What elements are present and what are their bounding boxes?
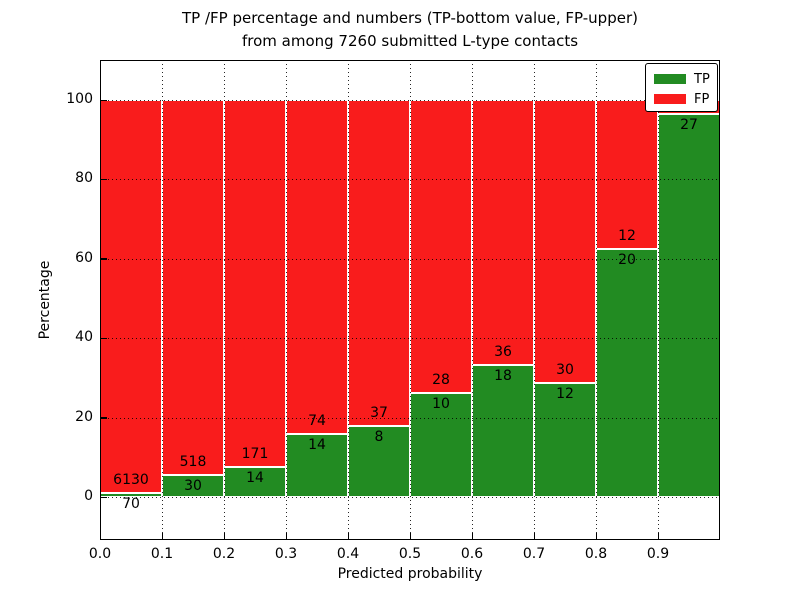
x-axis-tick: [161, 533, 163, 540]
y-tick-label: 0: [84, 488, 93, 504]
x-axis-tick: [595, 533, 597, 540]
fp-count-label: 518: [179, 454, 207, 471]
fp-count-label: 6130: [113, 471, 149, 488]
x-tick-label: 0.1: [150, 546, 174, 562]
grid-line-v: [348, 60, 349, 540]
x-tick-label: 0.3: [274, 546, 298, 562]
tp-count-label: 18: [494, 367, 512, 384]
tp-count-label: 14: [308, 436, 326, 453]
fp-bar-segment: [162, 100, 224, 476]
fp-count-label: 37: [370, 405, 388, 422]
x-axis-tick: [99, 533, 101, 540]
tp-count-label: 8: [374, 429, 384, 446]
fp-bar-segment: [348, 100, 410, 427]
tp-bar-segment: [596, 248, 658, 497]
fp-bar-segment: [596, 100, 658, 249]
x-axis-tick: [223, 533, 225, 540]
x-axis-tick: [533, 533, 535, 540]
tp-count-label: 70: [122, 495, 140, 512]
chart-title-line1: TP /FP percentage and numbers (TP-bottom…: [182, 9, 638, 27]
fp-count-label: 171: [241, 445, 269, 462]
tp-count-label: 12: [556, 386, 574, 403]
tp-bar-segment: [658, 114, 720, 497]
y-axis-tick: [100, 337, 107, 340]
y-axis-tick: [100, 258, 107, 260]
grid-line-v: [286, 60, 287, 540]
x-tick-label: 0.0: [88, 546, 112, 562]
fp-swatch-icon: [654, 94, 686, 104]
legend: TP FP: [645, 63, 718, 112]
y-axis-tick: [100, 99, 107, 101]
y-tick-label: 60: [75, 249, 93, 266]
chart-title: TP /FP percentage and numbers (TP-bottom…: [100, 7, 720, 53]
tp-swatch-icon: [654, 74, 686, 84]
fp-count-label: 28: [432, 371, 450, 388]
y-axis-tick: [100, 417, 107, 419]
x-tick-label: 0.9: [646, 546, 670, 562]
plot-area: 6130 70 518 30 171 14 74 14 37 8 28 10 36 18 30 12 12 20 2…: [99, 60, 720, 540]
x-axis-tick: [285, 533, 287, 540]
legend-label-tp: TP: [694, 71, 710, 87]
legend-item-fp: FP: [654, 89, 717, 109]
fp-count-label: 36: [494, 343, 512, 360]
fp-bar-segment: [534, 100, 596, 384]
y-tick-label: 20: [75, 408, 93, 425]
fp-bar-segment: [224, 100, 286, 467]
x-tick-label: 0.4: [336, 546, 360, 562]
tp-count-label: 27: [680, 117, 698, 134]
fp-count-label: 12: [618, 227, 636, 244]
y-axis-tick: [100, 178, 107, 181]
grid-line-v: [534, 60, 535, 540]
fp-bar-segment: [410, 100, 472, 393]
grid-line-v: [472, 60, 473, 540]
fp-count-label: 30: [556, 362, 574, 379]
fp-count-label: 74: [308, 412, 326, 429]
x-tick-label: 0.7: [522, 546, 546, 562]
y-axis-label: Percentage: [37, 260, 53, 340]
chart-title-line2: from among 7260 submitted L-type contact…: [241, 32, 579, 50]
grid-line-v: [410, 60, 411, 540]
y-tick-label: 40: [75, 329, 93, 346]
x-tick-label: 0.8: [584, 546, 608, 562]
grid-line-v: [224, 60, 225, 540]
x-axis-label: Predicted probability: [337, 566, 483, 582]
x-tick-label: 0.2: [212, 546, 236, 562]
tp-count-label: 14: [246, 469, 264, 486]
legend-item-tp: TP: [654, 69, 717, 89]
tp-count-label: 20: [618, 251, 636, 268]
x-axis-tick: [657, 533, 659, 540]
fp-bar-segment: [100, 100, 162, 493]
tp-bar-segment: [472, 364, 534, 497]
tp-count-label: 10: [432, 395, 450, 412]
y-axis-tick: [100, 496, 107, 498]
x-axis-tick: [409, 533, 411, 540]
y-tick-label: 100: [66, 91, 93, 107]
tp-count-label: 30: [184, 478, 202, 495]
x-tick-label: 0.5: [398, 546, 422, 562]
grid-line-v: [596, 60, 597, 540]
x-tick-label: 0.6: [460, 546, 484, 562]
y-tick-label: 80: [75, 170, 93, 187]
x-axis-tick: [471, 533, 473, 540]
grid-line-v: [100, 60, 101, 540]
fp-bar-segment: [472, 100, 534, 365]
x-axis-tick: [347, 533, 349, 540]
legend-label-fp: FP: [694, 91, 710, 107]
fp-bar-segment: [286, 100, 348, 434]
